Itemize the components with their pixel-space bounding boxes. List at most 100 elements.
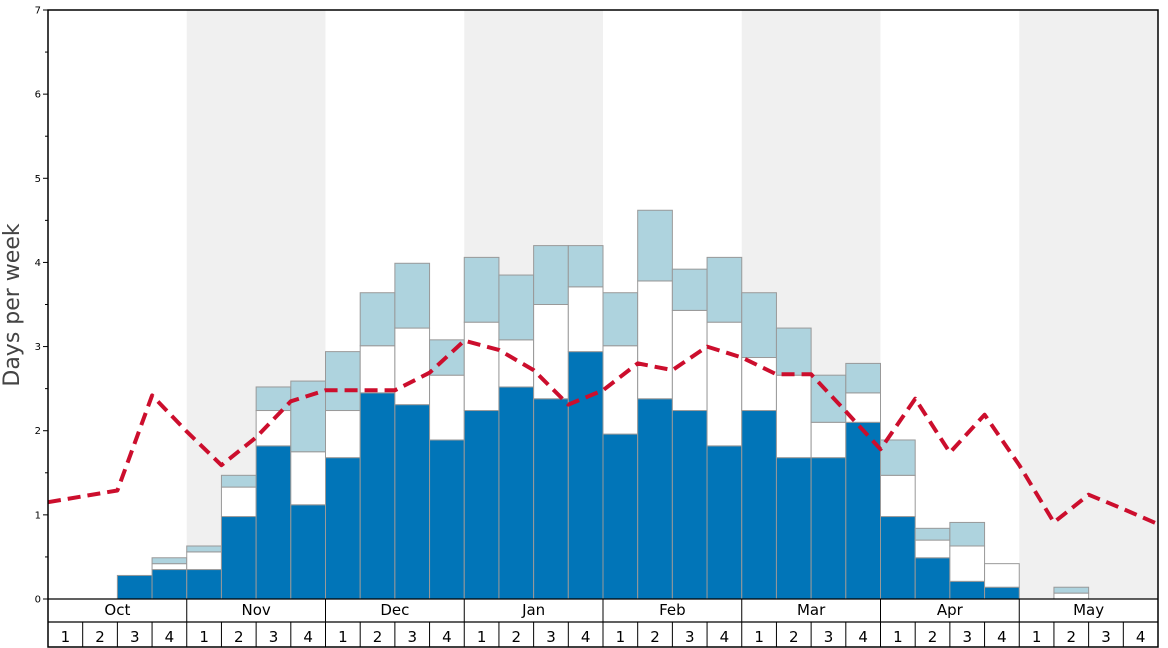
bar-segment xyxy=(949,545,986,582)
bar-segment xyxy=(186,551,222,571)
y-tick-label: 2 xyxy=(35,426,41,437)
bar-segment xyxy=(637,280,673,400)
y-tick-label: 4 xyxy=(35,258,41,269)
week-label: 1 xyxy=(61,628,71,646)
bar-segment xyxy=(741,292,777,359)
week-label: 1 xyxy=(1032,628,1042,646)
week-label: 1 xyxy=(754,628,764,646)
bar-segment xyxy=(359,392,396,600)
month-label: Oct xyxy=(104,601,130,619)
month-label: Apr xyxy=(937,601,964,619)
bar-segment xyxy=(810,421,847,459)
bar-segment xyxy=(671,268,708,311)
bar-segment xyxy=(671,309,708,412)
month-label: Jan xyxy=(521,601,545,619)
bar-segment xyxy=(880,516,916,600)
bar-segment xyxy=(255,445,292,600)
month-label: Mar xyxy=(797,601,826,619)
week-label: 3 xyxy=(685,628,695,646)
y-tick-label: 5 xyxy=(35,174,41,185)
bar-segment xyxy=(429,439,465,600)
bar-segment xyxy=(498,386,535,600)
bar-segment xyxy=(1053,586,1090,594)
bar-segment xyxy=(949,580,986,600)
week-label: 2 xyxy=(1067,628,1077,646)
week-label: 4 xyxy=(303,628,313,646)
y-tick-label: 6 xyxy=(35,90,41,101)
bar-segment xyxy=(359,345,396,394)
bar-segment xyxy=(533,398,569,600)
bar-segment xyxy=(186,545,222,553)
bar-segment xyxy=(394,262,431,329)
bar-segment xyxy=(984,586,1020,600)
month-label: Feb xyxy=(659,601,686,619)
bar-segment xyxy=(706,321,743,447)
week-label: 3 xyxy=(824,628,834,646)
bar-segment xyxy=(602,292,639,347)
bar-segment xyxy=(567,286,604,353)
bar-segment xyxy=(567,351,604,600)
week-label: 4 xyxy=(720,628,730,646)
bar-segment xyxy=(880,439,916,476)
week-label: 4 xyxy=(581,628,591,646)
y-axis: 0 1 2 3 4 5 6 7 xyxy=(35,6,48,606)
bar-segment xyxy=(463,410,500,600)
bar-segment xyxy=(567,245,604,288)
bar-segment xyxy=(706,256,743,323)
week-label: 1 xyxy=(338,628,348,646)
week-label: 1 xyxy=(199,628,209,646)
week-label: 3 xyxy=(130,628,140,646)
bar-segment xyxy=(810,457,847,600)
bar-segment xyxy=(706,445,743,600)
bar-segment xyxy=(533,245,569,306)
bar-segment xyxy=(602,433,639,600)
bar-segment xyxy=(255,386,292,412)
x-axis: Oct Nov Dec Jan Feb Mar Apr May 1 2 3 4 1 2 3 4 1 2 3 4 1 2 3 4… xyxy=(48,599,1158,647)
bar-segment xyxy=(463,321,500,412)
bar-segment xyxy=(290,451,326,506)
bar-segment xyxy=(498,274,535,341)
bar-segment xyxy=(914,539,951,559)
week-label: 2 xyxy=(95,628,105,646)
bar-segment xyxy=(1053,592,1090,600)
week-label: 3 xyxy=(1101,628,1111,646)
bar-segment xyxy=(810,374,847,423)
week-label: 2 xyxy=(650,628,660,646)
week-label: 1 xyxy=(616,628,626,646)
bar-segment xyxy=(914,527,951,541)
y-tick-label: 3 xyxy=(35,342,41,353)
week-label: 2 xyxy=(234,628,244,646)
bar-segment xyxy=(186,569,222,600)
week-label: 3 xyxy=(962,628,972,646)
bar-segment xyxy=(463,256,500,323)
bar-segment xyxy=(775,374,812,459)
bar-segment xyxy=(533,304,569,400)
bar-segment xyxy=(325,351,361,412)
bar-segment xyxy=(984,563,1020,588)
bar-segment xyxy=(914,557,951,600)
week-label: 2 xyxy=(373,628,383,646)
bar-segment xyxy=(845,421,881,600)
bar-segment xyxy=(775,457,812,600)
bar-segment xyxy=(220,486,257,518)
bar-segment xyxy=(290,380,326,453)
bar-segment xyxy=(325,410,361,459)
bar-segment xyxy=(151,569,188,600)
bar-segment xyxy=(741,410,777,600)
bar-segment xyxy=(220,474,257,488)
bar-segment xyxy=(429,374,465,441)
week-label: 4 xyxy=(442,628,452,646)
bar-segment xyxy=(116,574,153,600)
bar-segment xyxy=(290,504,326,600)
month-shade-may xyxy=(1019,10,1158,599)
bar-segment xyxy=(741,357,777,412)
month-label: May xyxy=(1073,601,1104,619)
week-label: 1 xyxy=(477,628,487,646)
y-tick-label: 1 xyxy=(35,510,41,521)
y-tick-label: 7 xyxy=(35,6,41,17)
week-label: 4 xyxy=(1136,628,1146,646)
y-tick-label: 0 xyxy=(35,595,41,606)
bar-segment xyxy=(220,516,257,600)
week-label: 2 xyxy=(928,628,938,646)
